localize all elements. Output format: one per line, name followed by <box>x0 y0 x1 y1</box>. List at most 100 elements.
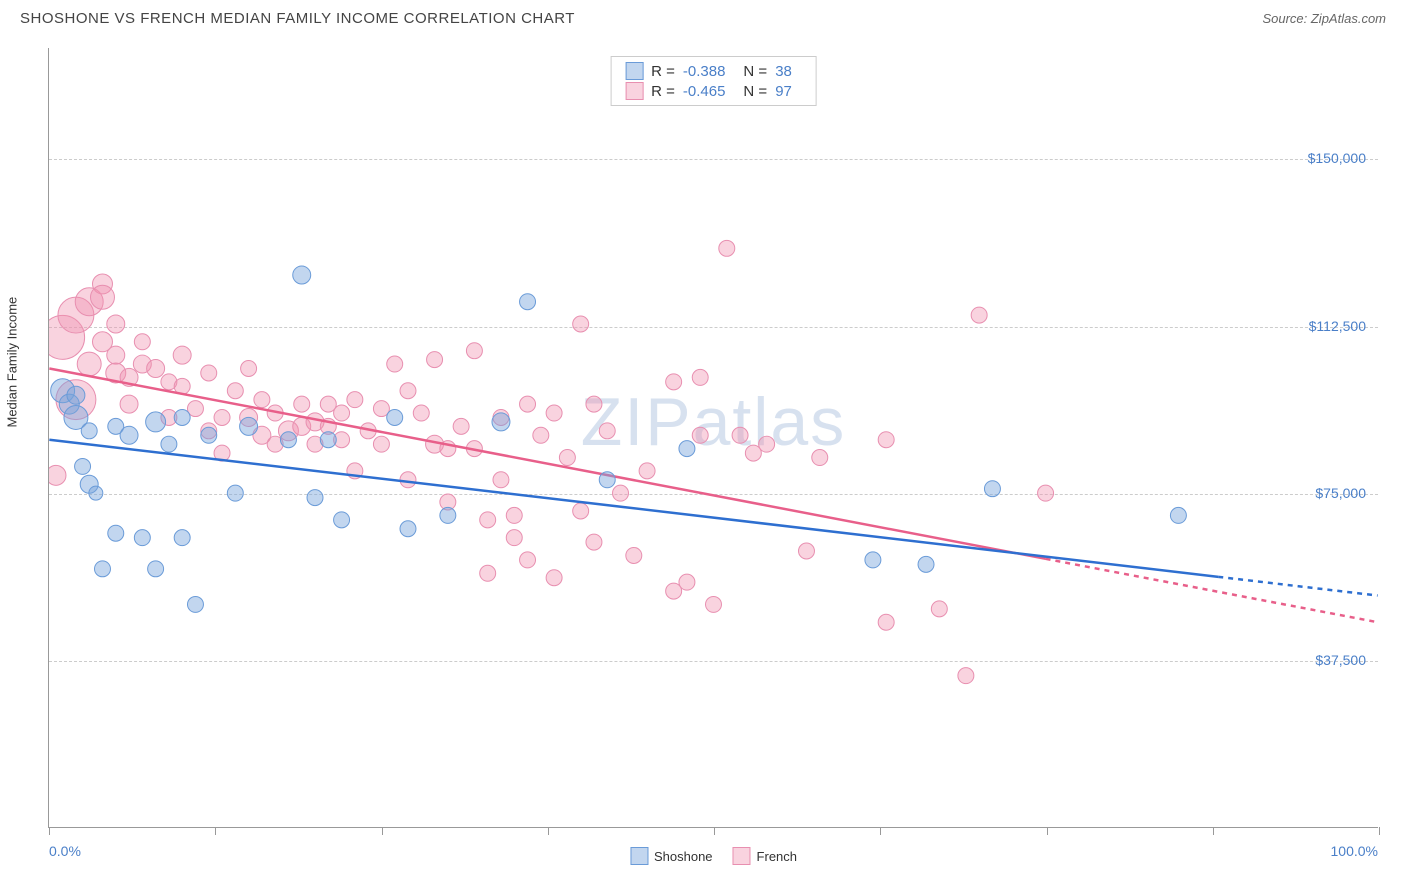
point-shoshone <box>387 409 403 425</box>
point-shoshone <box>400 521 416 537</box>
point-shoshone <box>320 432 336 448</box>
point-french <box>586 534 602 550</box>
point-french <box>400 383 416 399</box>
point-french <box>347 392 363 408</box>
point-shoshone <box>134 530 150 546</box>
point-shoshone <box>67 386 85 404</box>
point-shoshone <box>918 556 934 572</box>
xtick <box>1379 827 1380 835</box>
point-french <box>732 427 748 443</box>
xtick <box>382 827 383 835</box>
point-french <box>639 463 655 479</box>
point-french <box>613 485 629 501</box>
point-french <box>107 346 125 364</box>
point-french <box>134 334 150 350</box>
point-shoshone <box>201 427 217 443</box>
point-french <box>453 418 469 434</box>
point-shoshone <box>240 417 258 435</box>
point-french <box>520 552 536 568</box>
r-label: R = <box>651 63 675 80</box>
stats-row-shoshone: R = -0.388 N = 38 <box>625 61 802 81</box>
r-value-shoshone: -0.388 <box>683 63 726 80</box>
source-label: Source: ZipAtlas.com <box>1262 11 1386 26</box>
point-french <box>971 307 987 323</box>
point-french <box>334 405 350 421</box>
point-french <box>798 543 814 559</box>
xtick <box>1213 827 1214 835</box>
point-french <box>427 352 443 368</box>
point-shoshone <box>148 561 164 577</box>
point-french <box>559 450 575 466</box>
point-shoshone <box>120 426 138 444</box>
stats-row-french: R = -0.465 N = 97 <box>625 81 802 101</box>
r-value-french: -0.465 <box>683 83 726 100</box>
point-shoshone <box>94 561 110 577</box>
point-shoshone <box>492 413 510 431</box>
scatter-svg <box>49 48 1378 827</box>
legend-item-shoshone: Shoshone <box>630 847 713 865</box>
point-shoshone <box>75 458 91 474</box>
point-french <box>719 240 735 256</box>
point-french <box>90 285 114 309</box>
point-shoshone <box>293 266 311 284</box>
point-shoshone <box>334 512 350 528</box>
point-french <box>480 565 496 581</box>
xtick <box>1047 827 1048 835</box>
point-shoshone <box>161 436 177 452</box>
point-shoshone <box>146 412 166 432</box>
point-french <box>201 365 217 381</box>
point-french <box>49 465 66 485</box>
xtick-label-min: 0.0% <box>49 843 81 859</box>
point-french <box>413 405 429 421</box>
legend-swatch-french <box>733 847 751 865</box>
point-shoshone <box>520 294 536 310</box>
point-french <box>120 395 138 413</box>
point-french <box>878 432 894 448</box>
n-label: N = <box>743 83 767 100</box>
point-french <box>878 614 894 630</box>
point-french <box>679 574 695 590</box>
point-french <box>466 343 482 359</box>
point-french <box>812 450 828 466</box>
point-shoshone <box>187 596 203 612</box>
point-french <box>706 596 722 612</box>
stats-legend-box: R = -0.388 N = 38 R = -0.465 N = 97 <box>610 56 817 106</box>
chart-plot-area: ZIPatlas R = -0.388 N = 38 R = -0.465 N … <box>48 48 1378 828</box>
point-french <box>387 356 403 372</box>
chart-title: SHOSHONE VS FRENCH MEDIAN FAMILY INCOME … <box>20 10 575 27</box>
y-axis-label: Median Family Income <box>5 297 20 428</box>
bottom-legend: Shoshone French <box>630 847 797 865</box>
point-french <box>147 360 165 378</box>
n-value-shoshone: 38 <box>775 63 792 80</box>
point-shoshone <box>599 472 615 488</box>
point-french <box>692 427 708 443</box>
legend-label-shoshone: Shoshone <box>654 849 713 864</box>
point-french <box>692 369 708 385</box>
point-french <box>480 512 496 528</box>
point-french <box>241 361 257 377</box>
point-french <box>586 396 602 412</box>
point-shoshone <box>984 481 1000 497</box>
xtick <box>714 827 715 835</box>
xtick <box>215 827 216 835</box>
point-french <box>666 374 682 390</box>
point-french <box>626 547 642 563</box>
point-french <box>107 315 125 333</box>
point-shoshone <box>307 490 323 506</box>
point-french <box>533 427 549 443</box>
point-french <box>506 507 522 523</box>
point-shoshone <box>865 552 881 568</box>
point-french <box>599 423 615 439</box>
point-shoshone <box>174 530 190 546</box>
point-shoshone <box>1170 507 1186 523</box>
point-french <box>400 472 416 488</box>
xtick-label-max: 100.0% <box>1331 843 1378 859</box>
point-french <box>573 503 589 519</box>
point-french <box>227 383 243 399</box>
point-french <box>493 472 509 488</box>
swatch-french <box>625 82 643 100</box>
point-french <box>546 570 562 586</box>
point-shoshone <box>174 409 190 425</box>
point-shoshone <box>89 486 103 500</box>
xtick <box>880 827 881 835</box>
